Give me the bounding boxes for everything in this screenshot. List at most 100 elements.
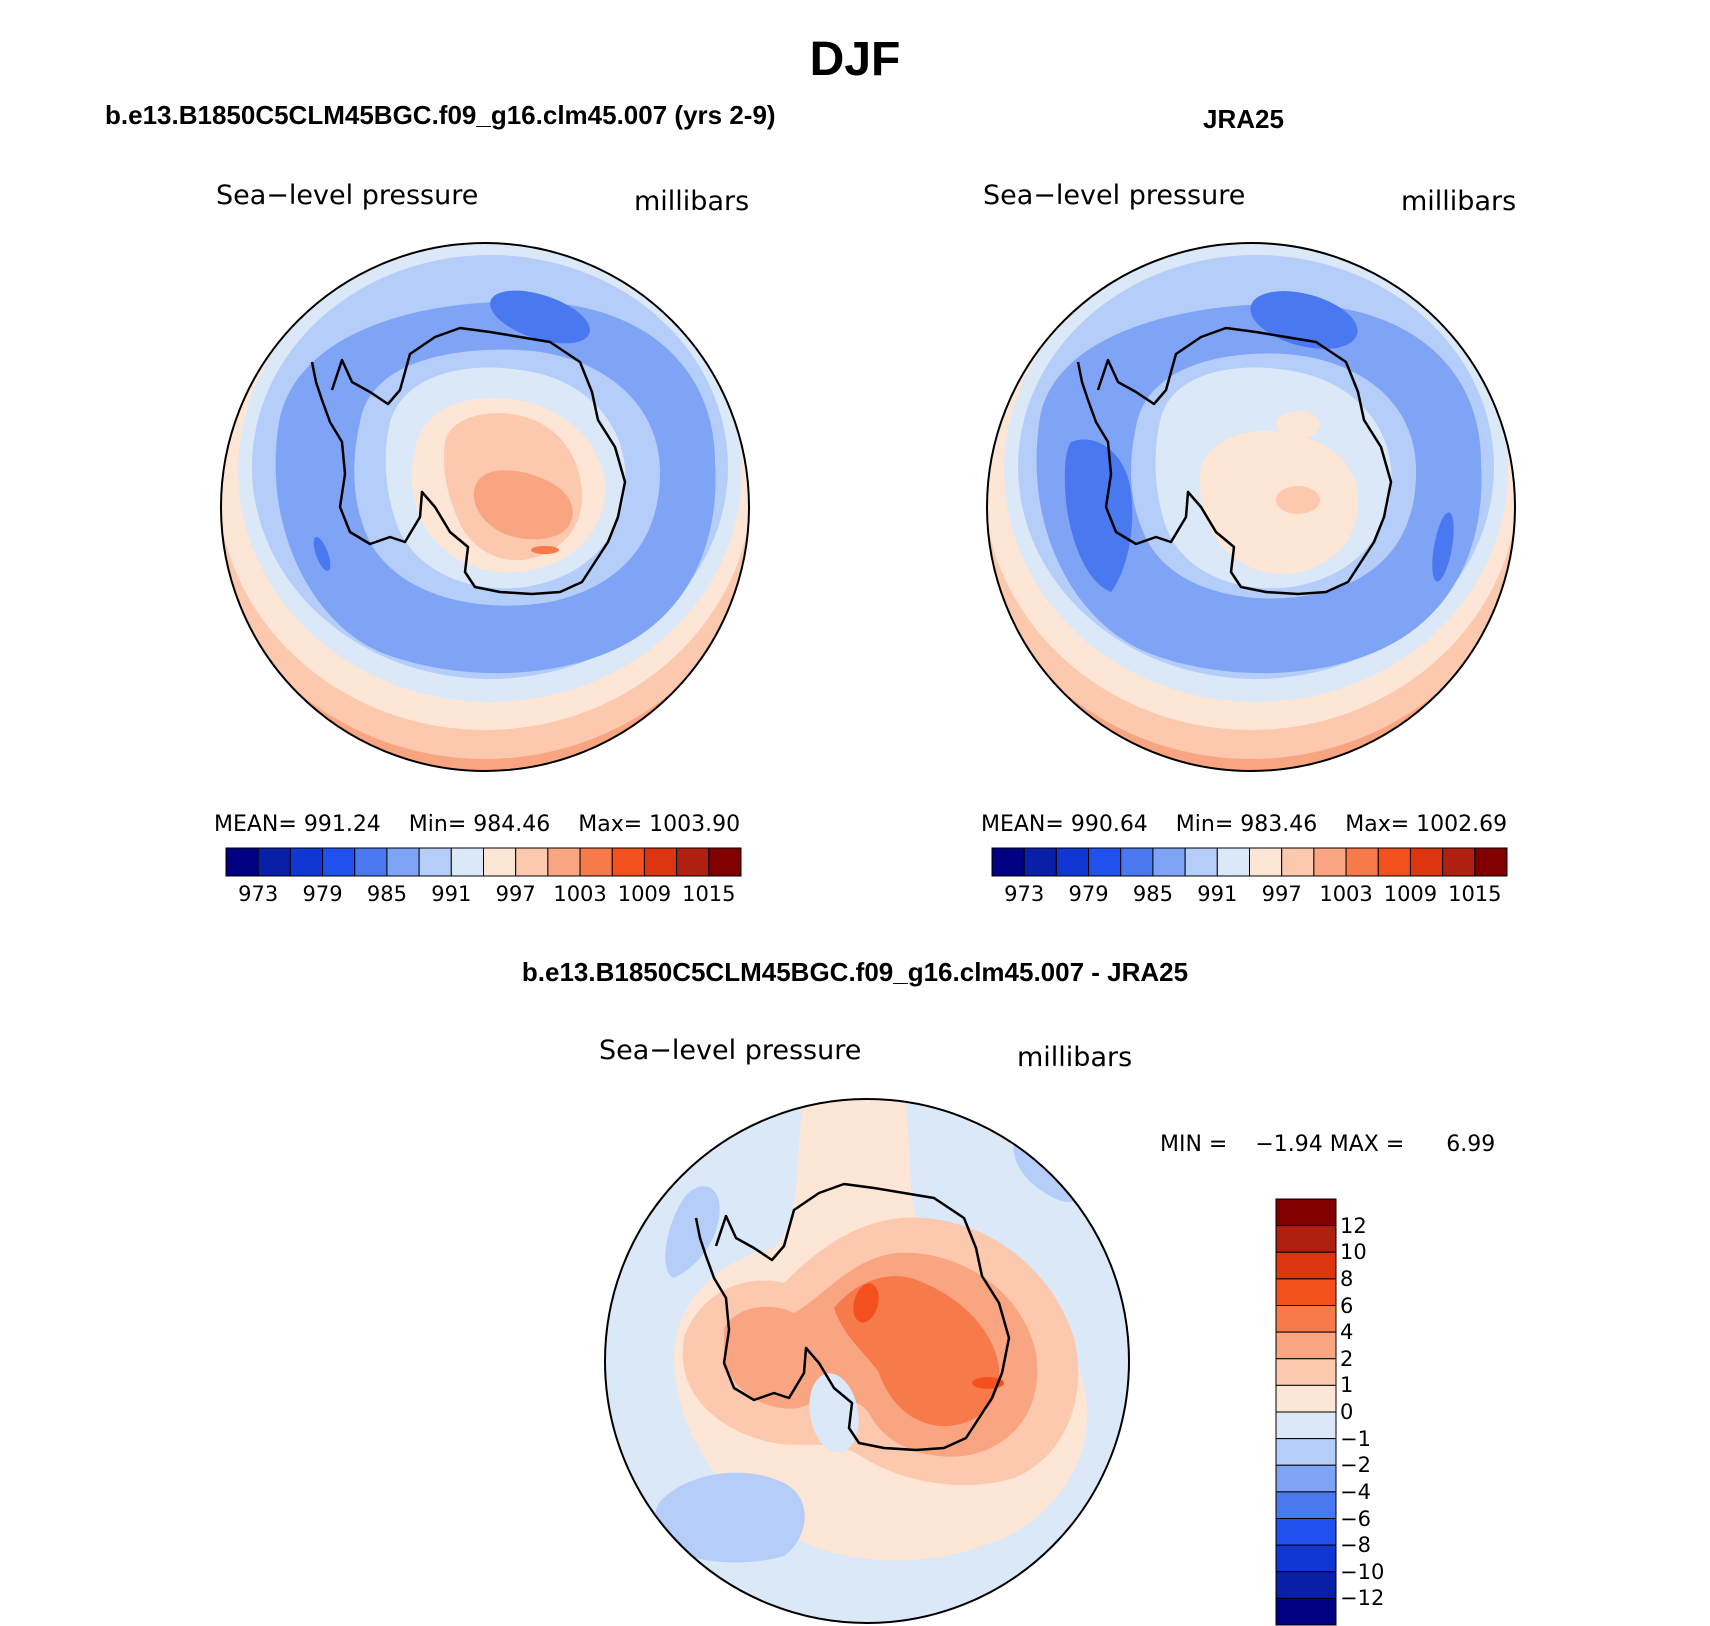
panel-3-max-value: 6.99: [1446, 1132, 1496, 1157]
panel-1-max-label: Max=: [578, 812, 643, 837]
panel-2-colorbar-swatch: [1023, 847, 1057, 877]
panel-3-colorbar-swatch: [1275, 1358, 1337, 1386]
panel-3-colorbar-tick-label: −12: [1340, 1586, 1385, 1611]
panel-3-stats: MIN = −1.94 MAX = 6.99: [1160, 1132, 1495, 1157]
panel-2-min-value: 983.46: [1240, 812, 1318, 837]
panel-2-mean-label: MEAN=: [981, 812, 1064, 837]
panel-3-colorbar-tick-label: 0: [1340, 1400, 1354, 1424]
panel-1-colorbar-swatch: [676, 847, 710, 877]
panel-2-colorbar-swatch: [1249, 847, 1283, 877]
panel-1-colorbar-swatch: [418, 847, 452, 877]
panel-2-colorbar-tick-label: 985: [1132, 882, 1173, 906]
panel-3-min-label: MIN =: [1160, 1132, 1228, 1157]
panel-2-colorbar-tick-label: 991: [1197, 882, 1238, 906]
panel-1-colorbar-swatch: [450, 847, 484, 877]
panel-2-colorbar-swatch: [1281, 847, 1315, 877]
panel-2-max-label: Max=: [1345, 812, 1410, 837]
panel-1-colorbar-swatch: [289, 847, 324, 877]
panel-3-colorbar-swatch: [1275, 1331, 1337, 1360]
panel-2-colorbar-swatch: [1313, 847, 1347, 877]
panel-1-colorbar-swatch: [579, 847, 613, 877]
panel-3-colorbar-swatch: [1275, 1491, 1337, 1519]
panel-1-mean-label: MEAN=: [214, 812, 297, 837]
panel-2-polar-map: [986, 242, 1516, 772]
panel-1-colorbar-tick-label: 979: [302, 882, 343, 906]
panel-2-colorbar-swatch: [1409, 847, 1444, 877]
panel-3-colorbar-swatch: [1275, 1464, 1337, 1493]
panel-1-colorbar-swatch: [515, 847, 549, 877]
panel-2-colorbar-swatch: [1184, 847, 1218, 877]
panel-3-colorbar-labels: 12 10 8 6 4 2 1 0 −1 −2 −4 −6 −8 −10 −12: [1340, 1198, 1420, 1626]
panel-1-colorbar-swatch: [547, 847, 581, 877]
panel-2-mean-value: 990.64: [1070, 812, 1148, 837]
panel-3-colorbar-tick-label: 1: [1340, 1373, 1354, 1398]
panel-1-colorbar-tick-label: 991: [431, 882, 472, 906]
panel-1-max-value: 1003.90: [649, 812, 741, 837]
panel-3-colorbar-swatch: [1275, 1597, 1337, 1626]
panel-2-colorbar: [991, 847, 1508, 877]
panel-3-colorbar: [1275, 1198, 1337, 1626]
panel-2-units-label: millibars: [1401, 186, 1517, 217]
panel-2-colorbar-swatch: [1474, 847, 1508, 877]
panel-2-colorbar-tick-label: 1003: [1319, 882, 1373, 906]
panel-3-colorbar-tick-label: 8: [1340, 1266, 1354, 1291]
panel-2-stats: MEAN= 990.64 Min= 983.46 Max= 1002.69: [981, 812, 1507, 837]
panel-1-colorbar-swatch: [322, 847, 356, 877]
panel-3-colorbar-swatch: [1275, 1571, 1337, 1599]
panel-1-colorbar-swatch: [708, 847, 742, 877]
panel-1-mean-value: 991.24: [303, 812, 381, 837]
figure-title: DJF: [809, 33, 901, 86]
panel-3-colorbar-swatch: [1275, 1198, 1337, 1227]
panel-1-colorbar-tick-label: 985: [366, 882, 407, 906]
panel-3-units-label: millibars: [1017, 1042, 1133, 1073]
panel-1-polar-map: [220, 242, 750, 772]
panel-2-colorbar-swatch: [991, 847, 1025, 877]
panel-3-colorbar-tick-label: −2: [1340, 1453, 1371, 1478]
panel-1-colorbar-tick-label: 1003: [553, 882, 607, 906]
panel-1-colorbar-swatch: [483, 847, 517, 877]
panel-2-title: JRA25: [1203, 104, 1284, 134]
panel-2-colorbar-labels: 973 979 985 991 997 1003 1009 1015: [992, 882, 1507, 908]
panel-2-colorbar-swatch: [1442, 847, 1476, 877]
panel-2-colorbar-swatch: [1055, 847, 1090, 877]
panel-3-polar-map: [604, 1098, 1130, 1624]
panel-2-variable-label: Sea−level pressure: [983, 180, 1246, 211]
panel-3-colorbar-swatch: [1275, 1411, 1337, 1440]
panel-3-colorbar-swatch: [1275, 1225, 1337, 1253]
panel-1-colorbar-tick-label: 973: [238, 882, 279, 906]
panel-1-min-value: 984.46: [473, 812, 551, 837]
panel-1-colorbar-swatch: [611, 847, 645, 877]
panel-2-colorbar-swatch: [1216, 847, 1250, 877]
panel-3-colorbar-swatch: [1275, 1384, 1337, 1413]
panel-3-colorbar-tick-label: 4: [1340, 1320, 1354, 1345]
panel-3-colorbar-swatch: [1275, 1278, 1337, 1306]
panel-3-colorbar-swatch: [1275, 1438, 1337, 1466]
panel-1-colorbar-swatch: [257, 847, 291, 877]
panel-1-variable-label: Sea−level pressure: [216, 180, 479, 211]
panel-1-colorbar-swatch: [386, 847, 420, 877]
panel-2-colorbar-tick-label: 997: [1261, 882, 1302, 906]
panel-2-colorbar-swatch: [1377, 847, 1411, 877]
panel-1-colorbar-swatch: [354, 847, 388, 877]
panel-3-min-value: −1.94: [1255, 1132, 1323, 1157]
panel-3-colorbar-tick-label: −8: [1340, 1533, 1371, 1558]
panel-2-colorbar-tick-label: 1015: [1448, 882, 1502, 906]
panel-3-colorbar-tick-label: −4: [1340, 1479, 1371, 1504]
panel-3-colorbar-tick-label: −10: [1340, 1559, 1385, 1584]
panel-1-colorbar-swatch: [225, 847, 259, 877]
panel-1-colorbar-tick-label: 1009: [617, 882, 672, 906]
panel-3-colorbar-swatch: [1275, 1544, 1337, 1573]
panel-2-colorbar-swatch: [1120, 847, 1154, 877]
panel-3-colorbar-swatch: [1275, 1518, 1337, 1546]
panel-3-colorbar-tick-label: −6: [1340, 1506, 1371, 1531]
panel-3-colorbar-tick-label: 12: [1340, 1213, 1367, 1238]
panel-1-colorbar-tick-label: 997: [495, 882, 536, 906]
panel-2-colorbar-tick-label: 1009: [1383, 882, 1438, 906]
panel-1-colorbar-labels: 973 979 985 991 997 1003 1009 1015: [226, 882, 741, 908]
panel-1-min-label: Min=: [408, 812, 467, 837]
panel-2-max-value: 1002.69: [1416, 812, 1508, 837]
panel-2-colorbar-tick-label: 979: [1068, 882, 1109, 906]
panel-2-colorbar-swatch: [1088, 847, 1122, 877]
panel-3-colorbar-tick-label: −1: [1340, 1426, 1371, 1451]
panel-1-colorbar: [225, 847, 742, 877]
